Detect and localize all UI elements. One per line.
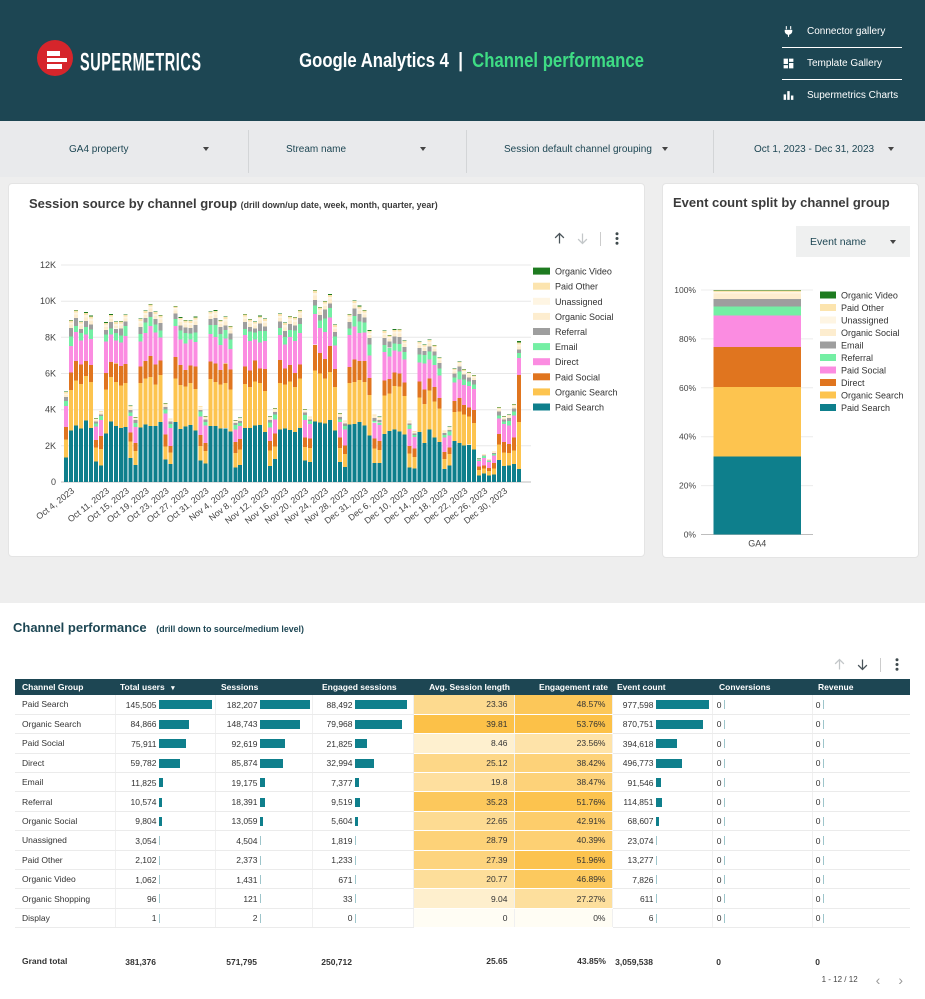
svg-text:GA4: GA4 bbox=[748, 539, 766, 549]
svg-text:Paid Other: Paid Other bbox=[841, 303, 884, 313]
svg-text:Organic Social: Organic Social bbox=[555, 312, 614, 322]
svg-text:Direct: Direct bbox=[841, 378, 865, 388]
svg-text:10K: 10K bbox=[40, 296, 56, 306]
svg-text:Unassigned: Unassigned bbox=[841, 316, 889, 326]
svg-text:60%: 60% bbox=[679, 383, 696, 393]
svg-text:Paid Other: Paid Other bbox=[555, 282, 598, 292]
svg-text:12K: 12K bbox=[40, 260, 56, 270]
svg-text:Organic Search: Organic Search bbox=[841, 391, 904, 401]
svg-text:2K: 2K bbox=[45, 441, 56, 451]
svg-text:Paid Search: Paid Search bbox=[841, 403, 890, 413]
svg-text:4K: 4K bbox=[45, 405, 56, 415]
svg-text:6K: 6K bbox=[45, 369, 56, 379]
svg-text:Paid Search: Paid Search bbox=[555, 403, 604, 413]
svg-text:Email: Email bbox=[555, 342, 578, 352]
svg-text:Unassigned: Unassigned bbox=[555, 297, 603, 307]
svg-text:40%: 40% bbox=[679, 432, 696, 442]
svg-text:Email: Email bbox=[841, 341, 864, 351]
svg-text:Paid Social: Paid Social bbox=[841, 366, 886, 376]
svg-text:Organic Video: Organic Video bbox=[841, 291, 898, 301]
svg-text:Referral: Referral bbox=[841, 353, 873, 363]
svg-text:Referral: Referral bbox=[555, 327, 587, 337]
svg-text:20%: 20% bbox=[679, 481, 696, 491]
svg-text:Organic Video: Organic Video bbox=[555, 267, 612, 277]
svg-text:0: 0 bbox=[51, 477, 56, 487]
svg-text:Direct: Direct bbox=[555, 357, 579, 367]
svg-text:80%: 80% bbox=[679, 334, 696, 344]
svg-text:8K: 8K bbox=[45, 332, 56, 342]
svg-text:Paid Social: Paid Social bbox=[555, 372, 600, 382]
svg-text:Organic Search: Organic Search bbox=[555, 387, 618, 397]
svg-text:100%: 100% bbox=[674, 285, 696, 295]
svg-text:Organic Social: Organic Social bbox=[841, 328, 900, 338]
svg-text:0%: 0% bbox=[684, 530, 697, 540]
